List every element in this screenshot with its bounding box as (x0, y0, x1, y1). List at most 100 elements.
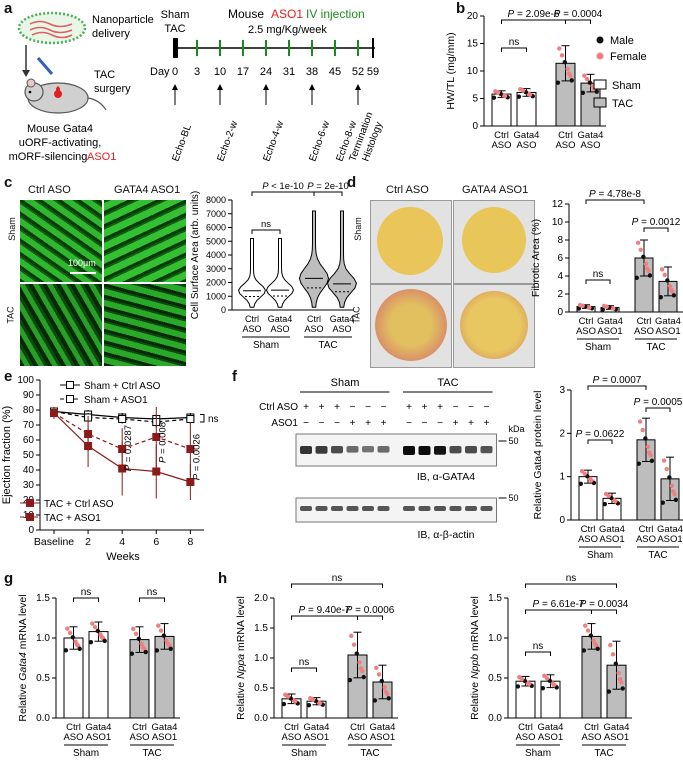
mouse-aso-label: ASO1 (87, 151, 116, 163)
significance-bracket (565, 19, 591, 24)
x-tick-label: ASO (270, 324, 289, 334)
data-point (351, 642, 357, 647)
data-point (608, 642, 613, 648)
echo-arrow-head (217, 84, 223, 90)
significance-bracket (585, 279, 611, 284)
c-img-tac-gata4 (104, 284, 186, 366)
blot-actin (295, 497, 497, 523)
c-scale-bar (70, 272, 96, 274)
timeline-day: 38 (306, 66, 318, 78)
y-tick-label: 0 (221, 305, 226, 315)
significance-bracket (291, 615, 358, 620)
group-label: Sham (73, 748, 99, 759)
data-point (161, 633, 167, 638)
legend-marker (66, 395, 74, 403)
x-tick-label: Ctrl (637, 316, 652, 327)
significance-bracket (587, 385, 647, 390)
data-point (517, 674, 522, 680)
data-point (317, 701, 323, 706)
data-point (613, 661, 619, 666)
mouse-line3: mORF-silencing (9, 151, 88, 163)
x-tick-label: Gata4 (599, 524, 625, 535)
data-point (606, 689, 612, 694)
data-point (139, 641, 144, 646)
significance-bracket (251, 191, 315, 196)
y-axis-label: Relative Nppb mRNA level (469, 596, 481, 720)
data-point (660, 500, 665, 505)
x-tick-label: Gata4 (578, 130, 604, 141)
data-point (658, 295, 663, 300)
significance-bracket (73, 597, 99, 602)
y-axis-label: Fibrotic Area (%) (530, 219, 542, 297)
y-tick-label: 10 (552, 217, 564, 228)
data-point (491, 95, 497, 100)
blot-ib2: IB, α-β-actin (417, 529, 474, 541)
blot-band (346, 506, 359, 511)
delivery-text: delivery (92, 28, 130, 40)
y-tick-label: 0 (557, 307, 563, 318)
blot-sign: + (406, 402, 412, 413)
data-point (580, 90, 586, 95)
significance-bracket (591, 609, 617, 614)
blot-band (480, 446, 493, 454)
blot-mw2: 50 (509, 493, 519, 503)
data-point (581, 648, 587, 653)
data-point (516, 94, 522, 99)
mouse-line1: Mouse Gata4 (27, 123, 93, 135)
y-tick-label: 0 (28, 525, 34, 536)
significance-label: P = 0.0006 (346, 605, 395, 616)
y-tick-label: 0.5 (36, 673, 50, 684)
data-point (669, 287, 674, 292)
blot-sign: + (381, 418, 387, 429)
data-point (493, 89, 498, 94)
blot-band (300, 446, 312, 454)
data-point (671, 489, 676, 494)
data-point (90, 621, 95, 626)
data-point (349, 633, 354, 639)
significance-label: P = 0.0034 (580, 599, 629, 610)
p-value-label: P = 0.0287 (123, 425, 134, 471)
y-tick-label: 0.0 (254, 713, 268, 724)
timeline-tac: TAC (164, 23, 185, 35)
group-label: TAC (646, 342, 665, 353)
blot-band (418, 506, 431, 511)
data-point (518, 87, 523, 92)
x-tick-label: Gata4 (152, 722, 178, 733)
series-point (118, 415, 127, 423)
significance-bracket (291, 667, 317, 672)
y-tick-label: 40 (23, 465, 35, 476)
d-ctrl-title: Ctrl ASO (386, 184, 429, 196)
y-tick-label: 0.5 (488, 673, 502, 684)
data-point (551, 682, 557, 688)
data-point (557, 46, 562, 51)
data-point (526, 681, 532, 687)
data-point (99, 634, 105, 640)
blot-sign: + (453, 418, 459, 429)
x-tick-label: ASO1 (304, 732, 329, 743)
data-point (281, 701, 287, 707)
y-tick-label: 12 (552, 199, 564, 210)
legend-marker (26, 513, 34, 521)
data-point (669, 483, 675, 489)
data-point (649, 458, 655, 464)
timeline-day: 52 (352, 66, 364, 78)
data-point (592, 641, 598, 647)
ns-bracket (200, 414, 205, 423)
timeline-day: 10 (214, 66, 226, 78)
data-point (643, 436, 648, 441)
data-point (358, 666, 364, 671)
x-tick-label: 2 (85, 536, 91, 548)
y-tick-label: 20 (467, 11, 479, 22)
series-point (186, 478, 195, 486)
data-point (77, 646, 82, 652)
p-value-label: P = 0.008 (157, 422, 168, 463)
x-tick-label: ASO (578, 534, 598, 545)
data-point (102, 638, 107, 644)
x-tick-label: Gata4 (370, 722, 396, 733)
data-point (164, 638, 169, 643)
y-axis-label: Cell Surface Area (arb. units) (190, 191, 201, 319)
data-point (611, 306, 616, 311)
legend-female: Female (610, 51, 647, 63)
c-ctrl-title: Ctrl ASO (28, 184, 71, 196)
significance-bracket (357, 615, 383, 620)
